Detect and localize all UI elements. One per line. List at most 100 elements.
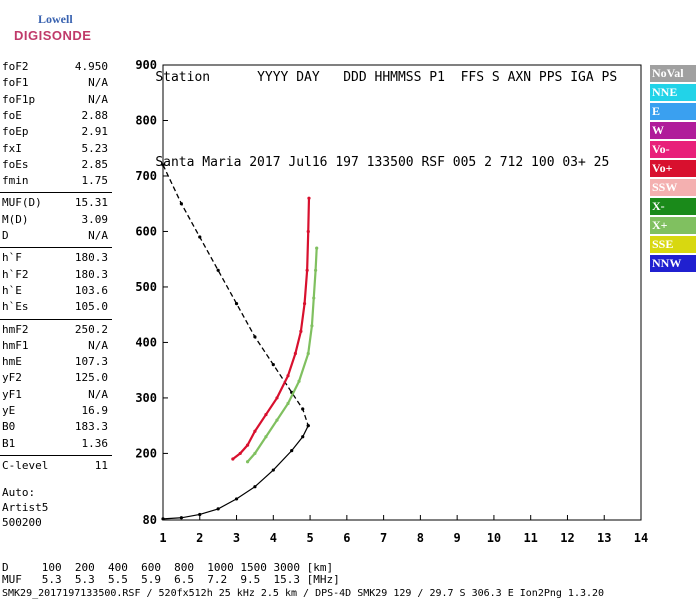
param-value: 180.3 — [74, 267, 108, 281]
legend-item: E — [650, 103, 696, 120]
header-label-day: DAY — [296, 70, 320, 85]
x-tick-label: 8 — [417, 531, 424, 545]
x-tick-label: 9 — [454, 531, 461, 545]
param-name: foE — [2, 108, 22, 122]
auto-line2: Artist5 — [2, 501, 49, 514]
density-profile-curve-point — [301, 407, 305, 411]
param-row: MUF(D) 15.31 — [2, 196, 108, 210]
header-value-day: Jul16 — [288, 155, 328, 170]
header-label-yyyy: YYYY — [257, 70, 289, 85]
muf-table: D 100 200 400 600 800 1000 1500 3000 [km… — [2, 562, 340, 586]
param-row: fmin 1.75 — [2, 174, 108, 188]
density-profile-curve-point — [271, 363, 275, 367]
param-row: fxI 5.23 — [2, 142, 108, 156]
param-separator — [0, 192, 112, 194]
param-name: foEp — [2, 125, 29, 139]
header-value-yyyy: 2017 — [249, 155, 281, 170]
muf-curve-point — [234, 497, 239, 501]
param-value: 5.23 — [81, 141, 109, 155]
param-value: 2.88 — [81, 108, 109, 122]
param-name: foF1 — [2, 76, 29, 90]
param-value: 4.950 — [74, 60, 108, 73]
digisonde-logo: Lowell DIGISONDE — [4, 8, 114, 52]
param-name: h`Es — [2, 300, 29, 314]
muf-curve — [162, 425, 309, 520]
param-value: 11 — [94, 458, 108, 472]
x-trace-point — [245, 460, 250, 464]
header-value-iga: 03+ — [562, 155, 586, 170]
y-tick-label: 200 — [135, 446, 157, 460]
x-tick-label: 1 — [159, 531, 166, 545]
header-value-pps: 100 — [531, 155, 555, 170]
param-value: 2.85 — [81, 157, 109, 171]
param-value: 250.2 — [74, 322, 108, 336]
header-label-s: S — [491, 70, 500, 85]
param-row: h`F2 180.3 — [2, 268, 108, 282]
legend-item: NoVal — [650, 65, 696, 82]
legend-item: Vo+ — [650, 160, 696, 177]
x-tick-label: 3 — [233, 531, 240, 545]
param-value: 15.31 — [74, 196, 108, 210]
param-row: B1 1.36 — [2, 437, 108, 451]
param-row: hmE 107.3 — [2, 355, 108, 369]
x-tick-label: 12 — [560, 531, 574, 545]
param-name: B0 — [2, 420, 16, 434]
x-tick-label: 14 — [634, 531, 648, 545]
logo-line2: DIGISONDE — [14, 28, 92, 43]
density-profile-curve-point — [216, 268, 220, 272]
x-tick-label: 7 — [380, 531, 387, 545]
param-name: h`F — [2, 251, 22, 265]
param-name: hmF1 — [2, 338, 29, 352]
param-separator — [0, 247, 112, 249]
param-name: fmin — [2, 174, 29, 188]
o-trace — [232, 198, 311, 460]
param-row: h`Es 105.0 — [2, 300, 108, 314]
param-name: M(D) — [2, 212, 29, 226]
param-name: hmE — [2, 355, 22, 369]
density-profile-curve-point — [161, 163, 165, 167]
param-value: 125.0 — [74, 371, 108, 385]
header-label-iga: IGA — [570, 70, 594, 85]
param-row: yE 16.9 — [2, 404, 108, 418]
param-value: N/A — [88, 92, 108, 106]
param-value: 105.0 — [74, 300, 108, 314]
x-tick-label: 5 — [306, 531, 313, 545]
param-name: foF1p — [2, 92, 36, 106]
param-value: 107.3 — [74, 355, 108, 369]
param-row: hmF2 250.2 — [2, 323, 108, 337]
param-row: h`F 180.3 — [2, 251, 108, 265]
auto-line1: Auto: — [2, 486, 36, 499]
legend-item: X- — [650, 198, 696, 215]
o-trace-point — [306, 229, 310, 234]
x-trace-point — [264, 435, 268, 439]
legend-item: SSW — [650, 179, 696, 196]
header-values-row: Santa Maria 2017 Jul16 197 133500 RSF 00… — [124, 137, 617, 188]
param-row: B0 183.3 — [2, 420, 108, 434]
density-profile-curve-point — [253, 335, 257, 339]
auto-line3: 500200 — [2, 516, 42, 529]
x-trace-point — [286, 401, 290, 406]
x-tick-label: 10 — [487, 531, 501, 545]
legend-item: SSE — [650, 236, 696, 253]
x-tick-label: 13 — [597, 531, 611, 545]
header-labels-row: Station YYYY DAY DDD HHMMSS P1 FFS S AXN… — [124, 52, 617, 103]
param-row: yF2 125.0 — [2, 371, 108, 385]
muf-curve-point — [271, 468, 275, 472]
o-trace-point — [293, 351, 297, 356]
param-name: fxI — [2, 141, 22, 155]
param-value: N/A — [88, 229, 108, 242]
density-profile-curve-point — [198, 235, 202, 239]
param-value: 180.3 — [74, 251, 108, 265]
header-value-ps: 25 — [593, 155, 610, 170]
param-row: C-level 11 — [2, 459, 108, 473]
y-tick-label: 800 — [135, 113, 157, 127]
header-label-axn: AXN — [507, 70, 532, 85]
density-profile-curve-point — [234, 301, 239, 306]
param-name: yF1 — [2, 387, 22, 401]
param-row: foF2 4.950 — [2, 60, 108, 74]
logo-line1: Lowell — [38, 12, 73, 26]
param-row: M(D) 3.09 — [2, 213, 108, 227]
x-tick-label: 2 — [196, 531, 203, 545]
muf-curve-point — [290, 449, 294, 453]
